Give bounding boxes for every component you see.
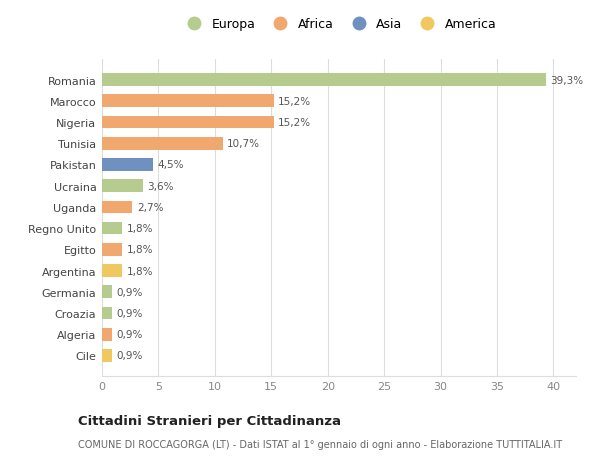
Text: 0,9%: 0,9% (116, 330, 143, 340)
Bar (102, 307, 112, 319)
Text: 0,9%: 0,9% (116, 351, 143, 361)
Text: 3,6%: 3,6% (147, 181, 173, 191)
Bar (102, 180, 143, 193)
Text: 1,8%: 1,8% (127, 266, 154, 276)
Bar (102, 95, 274, 108)
Text: Cittadini Stranieri per Cittadinanza: Cittadini Stranieri per Cittadinanza (78, 414, 341, 428)
Text: 1,8%: 1,8% (127, 245, 154, 255)
Text: 2,7%: 2,7% (137, 202, 163, 213)
Bar (102, 264, 122, 277)
Bar (102, 74, 545, 87)
Bar (102, 159, 153, 172)
Bar (102, 117, 274, 129)
Bar (102, 138, 223, 150)
Bar (102, 222, 122, 235)
Bar (102, 349, 112, 362)
Legend: Europa, Africa, Asia, America: Europa, Africa, Asia, America (181, 18, 497, 31)
Text: 0,9%: 0,9% (116, 287, 143, 297)
Bar (102, 286, 112, 298)
Text: 15,2%: 15,2% (278, 96, 311, 106)
Text: 1,8%: 1,8% (127, 224, 154, 234)
Text: 15,2%: 15,2% (278, 118, 311, 128)
Bar (102, 328, 112, 341)
Bar (102, 243, 122, 256)
Text: 39,3%: 39,3% (550, 75, 583, 85)
Text: 0,9%: 0,9% (116, 308, 143, 318)
Text: COMUNE DI ROCCAGORGA (LT) - Dati ISTAT al 1° gennaio di ogni anno - Elaborazione: COMUNE DI ROCCAGORGA (LT) - Dati ISTAT a… (78, 440, 562, 449)
Text: 10,7%: 10,7% (227, 139, 260, 149)
Text: 4,5%: 4,5% (157, 160, 184, 170)
Bar (102, 201, 133, 214)
